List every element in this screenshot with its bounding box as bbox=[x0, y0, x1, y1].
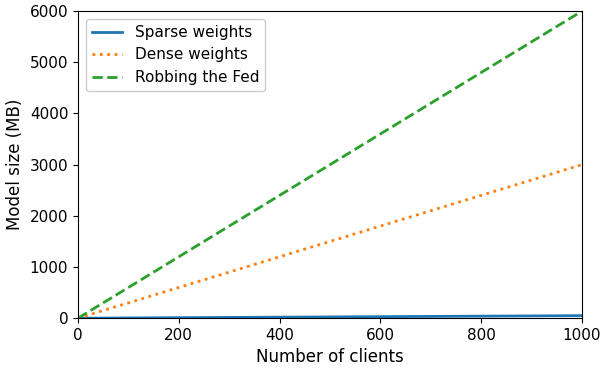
Robbing the Fed bbox=[467, 77, 475, 81]
Dense weights bbox=[278, 254, 286, 258]
X-axis label: Number of clients: Number of clients bbox=[256, 349, 404, 366]
Line: Dense weights: Dense weights bbox=[78, 165, 582, 318]
Sparse weights bbox=[578, 313, 586, 318]
Dense weights bbox=[296, 248, 304, 253]
Sparse weights bbox=[126, 316, 133, 320]
Sparse weights bbox=[421, 314, 428, 319]
Dense weights bbox=[467, 196, 475, 201]
Line: Robbing the Fed: Robbing the Fed bbox=[78, 11, 582, 318]
Sparse weights bbox=[296, 315, 304, 319]
Dense weights bbox=[126, 300, 133, 305]
Sparse weights bbox=[476, 314, 484, 318]
Sparse weights bbox=[278, 315, 286, 319]
Robbing the Fed bbox=[278, 192, 286, 196]
Robbing the Fed bbox=[578, 9, 586, 13]
Robbing the Fed bbox=[476, 71, 484, 75]
Robbing the Fed bbox=[296, 181, 304, 185]
Robbing the Fed bbox=[421, 105, 428, 110]
Legend: Sparse weights, Dense weights, Robbing the Fed: Sparse weights, Dense weights, Robbing t… bbox=[86, 19, 265, 91]
Robbing the Fed bbox=[126, 285, 133, 289]
Y-axis label: Model size (MB): Model size (MB) bbox=[6, 99, 24, 231]
Dense weights bbox=[74, 316, 82, 320]
Sparse weights bbox=[74, 316, 82, 320]
Line: Sparse weights: Sparse weights bbox=[78, 316, 582, 318]
Sparse weights bbox=[467, 314, 475, 319]
Robbing the Fed bbox=[74, 316, 82, 320]
Dense weights bbox=[578, 162, 586, 167]
Dense weights bbox=[421, 211, 428, 215]
Dense weights bbox=[476, 194, 484, 198]
